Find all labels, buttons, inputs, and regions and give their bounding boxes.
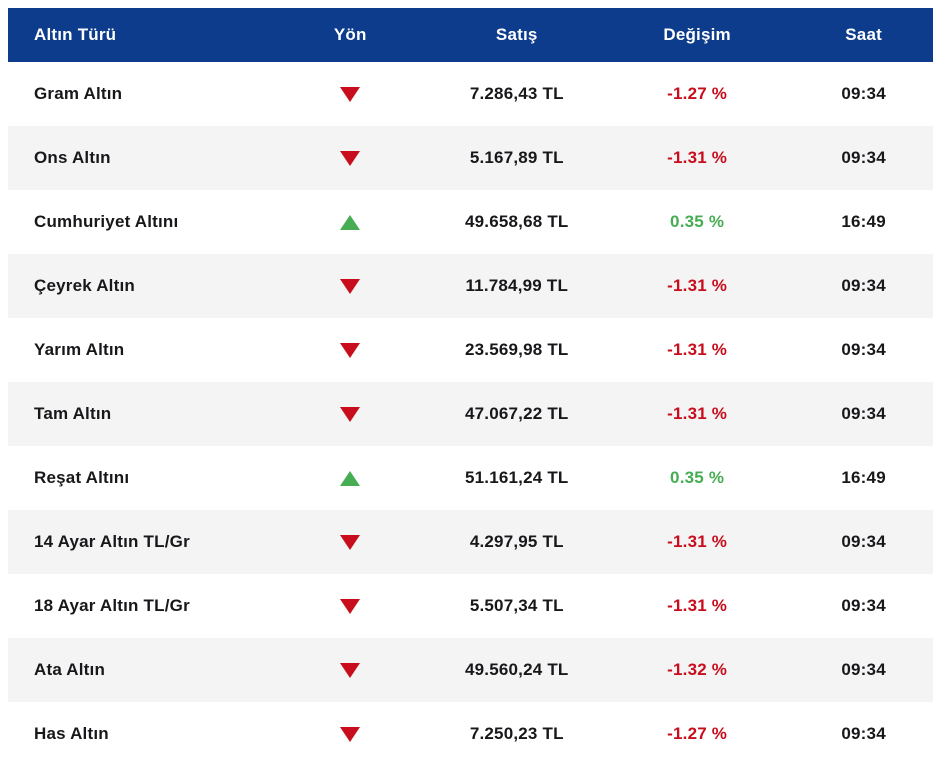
gold-type-label: Cumhuriyet Altını bbox=[34, 212, 179, 231]
table-header: Altın Türü Yön Satış Değişim Saat bbox=[8, 8, 933, 62]
change-percent-value: -1.31 % bbox=[667, 276, 728, 295]
gold-type-label: Reşat Altını bbox=[34, 468, 130, 487]
table-row[interactable]: 14 Ayar Altın TL/Gr 4.297,95 TL -1.31 % … bbox=[8, 510, 933, 574]
up-triangle-icon bbox=[340, 470, 361, 486]
update-time-value: 09:34 bbox=[841, 596, 886, 615]
change-percent-value: -1.32 % bbox=[667, 660, 728, 679]
header-sell-price: Satış bbox=[495, 25, 538, 44]
table-row[interactable]: Tam Altın 47.067,22 TL -1.31 % 09:34 bbox=[8, 382, 933, 446]
down-triangle-icon bbox=[340, 726, 361, 742]
down-triangle-icon bbox=[340, 598, 361, 614]
change-percent-value: 0.35 % bbox=[670, 468, 725, 487]
update-time-value: 09:34 bbox=[841, 276, 886, 295]
down-triangle-icon bbox=[340, 86, 361, 102]
direction-cell bbox=[267, 662, 434, 678]
gold-type-label: Çeyrek Altın bbox=[34, 276, 135, 295]
header-direction: Yön bbox=[333, 25, 367, 44]
sell-price-value: 47.067,22 TL bbox=[464, 404, 569, 423]
down-triangle-icon bbox=[340, 278, 361, 294]
down-triangle-icon bbox=[340, 662, 361, 678]
change-percent-value: -1.31 % bbox=[667, 596, 728, 615]
update-time-value: 09:34 bbox=[841, 532, 886, 551]
direction-cell bbox=[267, 214, 434, 230]
table-row[interactable]: Has Altın 7.250,23 TL -1.27 % 09:34 bbox=[8, 702, 933, 766]
sell-price-value: 7.250,23 TL bbox=[469, 724, 564, 743]
table-row[interactable]: 18 Ayar Altın TL/Gr 5.507,34 TL -1.31 % … bbox=[8, 574, 933, 638]
gold-type-label: Has Altın bbox=[34, 724, 109, 743]
gold-type-label: Yarım Altın bbox=[34, 340, 125, 359]
sell-price-value: 23.569,98 TL bbox=[464, 340, 569, 359]
gold-prices-table: Altın Türü Yön Satış Değişim Saat Gram A… bbox=[8, 8, 933, 766]
gold-type-label: Ons Altın bbox=[34, 148, 111, 167]
change-percent-value: -1.31 % bbox=[667, 404, 728, 423]
update-time-value: 16:49 bbox=[841, 212, 886, 231]
direction-cell bbox=[267, 598, 434, 614]
table-row[interactable]: Ons Altın 5.167,89 TL -1.31 % 09:34 bbox=[8, 126, 933, 190]
header-change: Değişim bbox=[663, 25, 731, 44]
direction-cell bbox=[267, 470, 434, 486]
direction-cell bbox=[267, 534, 434, 550]
sell-price-value: 11.784,99 TL bbox=[465, 276, 569, 295]
table-row[interactable]: Reşat Altını 51.161,24 TL 0.35 % 16:49 bbox=[8, 446, 933, 510]
change-percent-value: -1.31 % bbox=[667, 148, 728, 167]
table-row[interactable]: Ata Altın 49.560,24 TL -1.32 % 09:34 bbox=[8, 638, 933, 702]
gold-type-label: Gram Altın bbox=[34, 84, 123, 103]
update-time-value: 09:34 bbox=[841, 84, 886, 103]
change-percent-value: -1.31 % bbox=[667, 532, 728, 551]
table-row[interactable]: Cumhuriyet Altını 49.658,68 TL 0.35 % 16… bbox=[8, 190, 933, 254]
update-time-value: 09:34 bbox=[841, 724, 886, 743]
change-percent-value: -1.27 % bbox=[667, 84, 728, 103]
update-time-value: 09:34 bbox=[841, 148, 886, 167]
sell-price-value: 49.658,68 TL bbox=[464, 212, 569, 231]
header-gold-type: Altın Türü bbox=[34, 25, 117, 44]
direction-cell bbox=[267, 406, 434, 422]
update-time-value: 09:34 bbox=[841, 340, 886, 359]
gold-type-label: Tam Altın bbox=[34, 404, 112, 423]
sell-price-value: 4.297,95 TL bbox=[469, 532, 564, 551]
change-percent-value: -1.31 % bbox=[667, 340, 728, 359]
down-triangle-icon bbox=[340, 406, 361, 422]
update-time-value: 16:49 bbox=[841, 468, 886, 487]
table-body: Gram Altın 7.286,43 TL -1.27 % 09:34 Ons… bbox=[8, 62, 933, 766]
change-percent-value: 0.35 % bbox=[670, 212, 725, 231]
sell-price-value: 49.560,24 TL bbox=[464, 660, 569, 679]
direction-cell bbox=[267, 726, 434, 742]
down-triangle-icon bbox=[340, 534, 361, 550]
change-percent-value: -1.27 % bbox=[667, 724, 728, 743]
down-triangle-icon bbox=[340, 342, 361, 358]
direction-cell bbox=[267, 150, 434, 166]
direction-cell bbox=[267, 86, 434, 102]
table-row[interactable]: Yarım Altın 23.569,98 TL -1.31 % 09:34 bbox=[8, 318, 933, 382]
gold-type-label: 18 Ayar Altın TL/Gr bbox=[34, 596, 190, 615]
update-time-value: 09:34 bbox=[841, 660, 886, 679]
gold-type-label: Ata Altın bbox=[34, 660, 106, 679]
gold-type-label: 14 Ayar Altın TL/Gr bbox=[34, 532, 190, 551]
sell-price-value: 51.161,24 TL bbox=[464, 468, 569, 487]
sell-price-value: 5.507,34 TL bbox=[469, 596, 564, 615]
down-triangle-icon bbox=[340, 150, 361, 166]
update-time-value: 09:34 bbox=[841, 404, 886, 423]
sell-price-value: 5.167,89 TL bbox=[469, 148, 564, 167]
table-row[interactable]: Çeyrek Altın 11.784,99 TL -1.31 % 09:34 bbox=[8, 254, 933, 318]
table-row[interactable]: Gram Altın 7.286,43 TL -1.27 % 09:34 bbox=[8, 62, 933, 126]
direction-cell bbox=[267, 278, 434, 294]
up-triangle-icon bbox=[340, 214, 361, 230]
direction-cell bbox=[267, 342, 434, 358]
header-time: Saat bbox=[845, 25, 882, 44]
sell-price-value: 7.286,43 TL bbox=[469, 84, 564, 103]
